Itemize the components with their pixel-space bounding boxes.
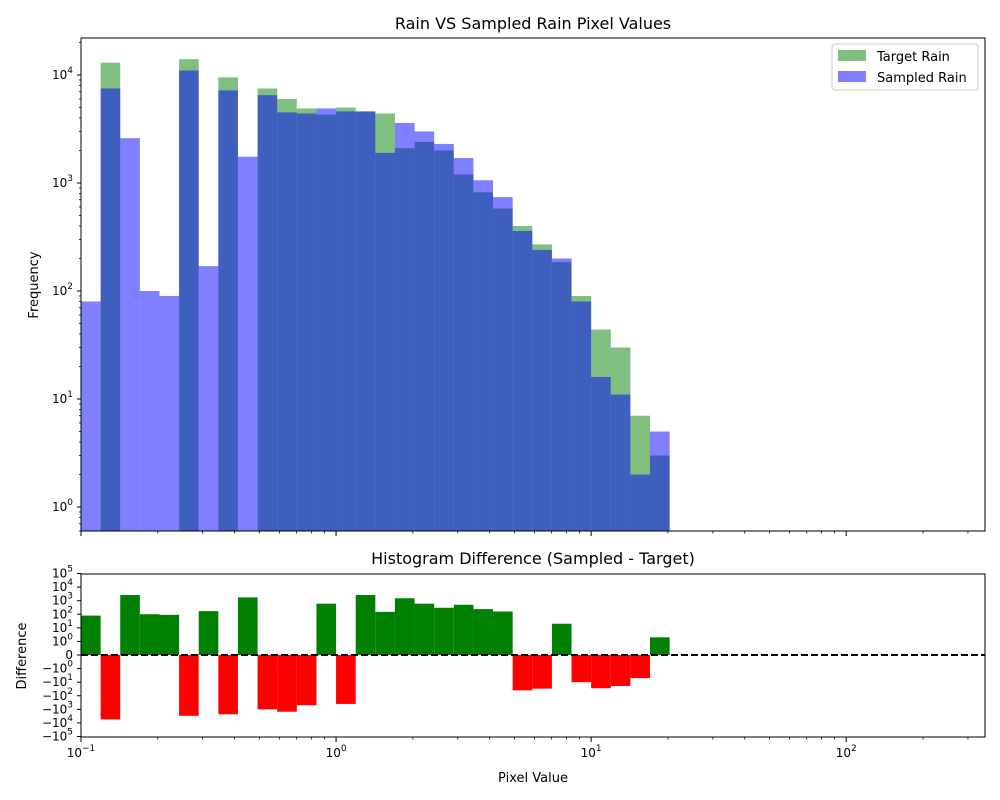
bottom-bars-layer — [81, 595, 670, 720]
difference-bar-negative — [257, 655, 278, 710]
difference-bar-negative — [100, 655, 121, 720]
sampled-rain-bar — [532, 249, 552, 531]
y-tick-label: −103 — [42, 700, 73, 716]
y-tick-label: 102 — [52, 282, 73, 298]
difference-bar-negative — [571, 655, 592, 683]
sampled-rain-bar — [336, 111, 356, 531]
bottom-plot-frame — [80, 573, 986, 738]
sampled-rain-bar — [571, 301, 592, 531]
difference-bar-negative — [610, 655, 631, 686]
difference-bar-positive — [81, 615, 101, 655]
legend-frame — [831, 43, 979, 91]
x-tick-label: 100 — [326, 744, 347, 760]
y-tick-label: 104 — [52, 66, 73, 82]
difference-bar-positive — [453, 604, 474, 655]
difference-bar-negative — [591, 655, 611, 689]
sampled-rain-bar — [198, 266, 219, 531]
sampled-rain-bar — [277, 112, 297, 531]
x-tick-label: 102 — [836, 744, 857, 760]
difference-bar-negative — [532, 655, 552, 689]
difference-bar-negative — [179, 655, 199, 716]
difference-bar-negative — [296, 655, 317, 706]
sampled-rain-bar — [179, 70, 199, 532]
sampled-rain-bar — [630, 474, 650, 531]
sampled-rain-bar — [394, 122, 415, 531]
sampled-rain-bar — [375, 152, 395, 531]
y-tick-label: 100 — [52, 498, 73, 514]
legend-label-sampled-rain: Sampled Rain — [877, 71, 967, 86]
difference-bar-negative — [218, 655, 238, 715]
difference-bar-positive — [139, 614, 160, 655]
bottom-y-axis-label: Difference — [15, 622, 30, 689]
sampled-rain-bar — [591, 376, 611, 531]
sampled-rain-bar — [81, 301, 101, 531]
y-tick-label: −102 — [42, 687, 73, 703]
difference-bar-positive — [434, 607, 454, 655]
difference-bar-positive — [375, 611, 395, 655]
bottom-chart-title: Histogram Difference (Sampled - Target) — [371, 549, 695, 568]
top-plot-frame — [80, 37, 986, 532]
top-y-axis-label: Frequency — [27, 251, 42, 318]
y-tick-label: −104 — [42, 714, 73, 730]
legend-swatch-target-rain — [838, 50, 866, 61]
sampled-rain-bar — [473, 180, 494, 531]
difference-bar-positive — [198, 611, 219, 655]
y-tick-label: −105 — [42, 728, 73, 744]
sampled-rain-bar — [414, 131, 435, 531]
sampled-rain-bar — [434, 143, 454, 531]
x-tick-label: 101 — [581, 744, 602, 760]
y-tick-label: −100 — [42, 660, 73, 676]
legend-label-target-rain: Target Rain — [876, 50, 950, 65]
difference-chart: Histogram Difference (Sampled - Target) … — [15, 549, 986, 786]
sampled-rain-bar — [120, 138, 140, 531]
difference-bar-positive — [394, 598, 415, 655]
sampled-rain-bar — [257, 95, 278, 531]
legend-swatch-sampled-rain — [838, 71, 866, 82]
difference-bar-positive — [473, 609, 494, 655]
sampled-rain-bar — [316, 108, 337, 531]
sampled-rain-bar — [237, 156, 258, 531]
difference-bar-positive — [120, 595, 140, 655]
difference-bar-positive — [649, 637, 670, 655]
y-tick-label: 101 — [52, 390, 73, 406]
bottom-y-ticks: 1051041031021011000−100−101−102−103−104−… — [42, 565, 81, 744]
difference-bar-positive — [355, 595, 376, 655]
sampled-rain-bar — [296, 113, 317, 531]
legend: Target Rain Sampled Rain — [831, 43, 979, 91]
difference-bar-negative — [277, 655, 297, 712]
sampled-rain-bar — [512, 230, 533, 532]
top-x-ticks — [80, 531, 969, 536]
sampled-rain-bar — [453, 158, 474, 532]
sampled-rain-bar — [139, 291, 160, 531]
difference-bar-positive — [551, 623, 572, 655]
top-y-ticks: 100 101 102 103 104 — [52, 42, 81, 532]
difference-bar-positive — [316, 603, 337, 655]
difference-bar-positive — [414, 603, 435, 655]
top-chart-title: Rain VS Sampled Rain Pixel Values — [395, 14, 671, 33]
difference-bar-positive — [237, 597, 258, 655]
bottom-x-ticks: 10−1 100 101 102 — [67, 737, 969, 760]
sampled-rain-bar — [100, 88, 121, 531]
difference-bar-negative — [630, 655, 650, 679]
sampled-rain-bar — [610, 394, 631, 531]
y-tick-label: 103 — [52, 174, 73, 190]
top-bars-layer — [81, 59, 670, 532]
y-tick-label: 100 — [52, 632, 73, 648]
difference-bar-negative — [336, 655, 356, 704]
histogram-chart: Rain VS Sampled Rain Pixel Values 100 101… — [27, 14, 986, 536]
sampled-rain-bar — [218, 90, 238, 532]
y-tick-label: −101 — [42, 673, 73, 689]
difference-bar-positive — [493, 611, 513, 655]
bottom-x-axis-label: Pixel Value — [498, 771, 568, 786]
sampled-rain-bar — [649, 431, 670, 531]
difference-bar-negative — [512, 655, 533, 691]
y-tick-label: 0 — [65, 648, 73, 662]
x-tick-label: 10−1 — [67, 744, 96, 760]
sampled-rain-bar — [493, 197, 513, 531]
sampled-rain-bar — [159, 295, 180, 531]
sampled-rain-bar — [551, 258, 572, 531]
difference-bar-positive — [159, 614, 180, 655]
sampled-rain-bar — [355, 111, 376, 531]
